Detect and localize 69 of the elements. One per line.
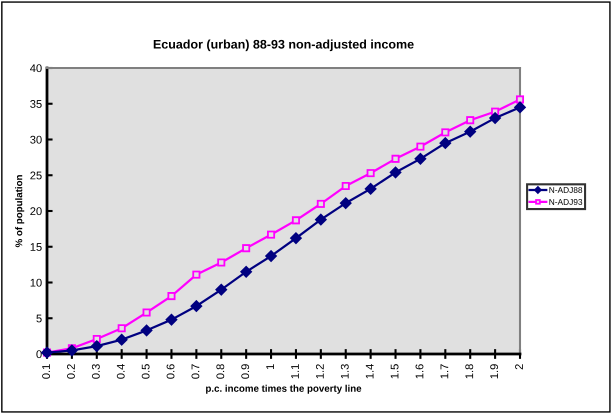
x-tick-label: 1.8 — [465, 364, 474, 378]
legend-label: N-ADJ93 — [549, 199, 582, 205]
x-tick-label: 0.1 — [42, 364, 50, 379]
point — [140, 324, 152, 336]
point — [342, 182, 350, 190]
point — [514, 102, 526, 114]
y-tick-label: 15 — [30, 243, 42, 251]
x-tick-label: 0.5 — [142, 364, 150, 379]
y-tick-label: 10 — [30, 278, 42, 287]
point — [290, 232, 302, 244]
y-axis-title: % of population — [15, 175, 24, 248]
point — [441, 128, 450, 136]
point — [90, 340, 103, 352]
point — [414, 152, 426, 165]
point — [416, 142, 424, 151]
x-tick-label: 1.6 — [416, 364, 424, 378]
y-tick-label: 5 — [36, 314, 42, 322]
x-tick-label: 0.8 — [216, 364, 224, 379]
point — [142, 308, 151, 317]
point — [466, 116, 474, 124]
y-tick-label: 20 — [30, 207, 42, 216]
x-tick-label: 0.4 — [116, 364, 125, 379]
point — [215, 284, 228, 296]
point — [267, 230, 276, 239]
point — [167, 292, 176, 300]
point — [66, 344, 78, 356]
x-tick-label: 1.2 — [316, 364, 324, 378]
x-tick-label: 0.2 — [67, 364, 75, 379]
point — [242, 244, 250, 252]
y-tick-label: 40 — [30, 64, 42, 72]
y-tick-label: 25 — [30, 172, 42, 180]
y-tick-label: 0 — [36, 350, 42, 358]
chart-title: Ecuador (urban) 88-93 non-adjusted income — [154, 39, 414, 52]
x-tick-label: 1.1 — [291, 364, 299, 378]
x-tick-label: 0.3 — [92, 364, 100, 379]
point — [265, 250, 277, 262]
point — [292, 216, 300, 224]
point — [440, 137, 452, 149]
point — [217, 258, 226, 267]
point — [118, 324, 126, 332]
y-tick-label: 30 — [30, 136, 42, 144]
point — [366, 169, 375, 178]
x-tick-label: 0.7 — [191, 364, 200, 379]
point — [364, 183, 376, 195]
point — [316, 200, 325, 208]
point — [391, 154, 400, 163]
x-tick-label: 2 — [515, 364, 523, 370]
point — [516, 95, 524, 104]
x-tick-label: 1.5 — [390, 364, 399, 378]
point — [340, 197, 352, 209]
point — [116, 334, 128, 346]
point — [464, 126, 476, 138]
point — [166, 314, 178, 326]
x-tick-label: 0.6 — [166, 364, 174, 379]
legend-label: N-ADJ88 — [549, 187, 582, 193]
x-axis-title: p.c. income times the poverty line — [206, 384, 362, 394]
y-tick-label: 35 — [30, 100, 42, 108]
x-tick-label: 1.7 — [440, 364, 448, 378]
x-tick-label: 1.9 — [490, 364, 498, 378]
x-tick-label: 0.9 — [241, 364, 250, 379]
point — [240, 266, 252, 278]
x-tick-label: 1.3 — [340, 364, 349, 378]
x-tick-label: 1.4 — [366, 364, 374, 378]
point — [190, 300, 202, 312]
point — [315, 214, 327, 226]
point — [390, 166, 402, 178]
point — [192, 270, 200, 279]
x-tick-label: 1 — [266, 364, 274, 370]
point — [489, 112, 501, 124]
